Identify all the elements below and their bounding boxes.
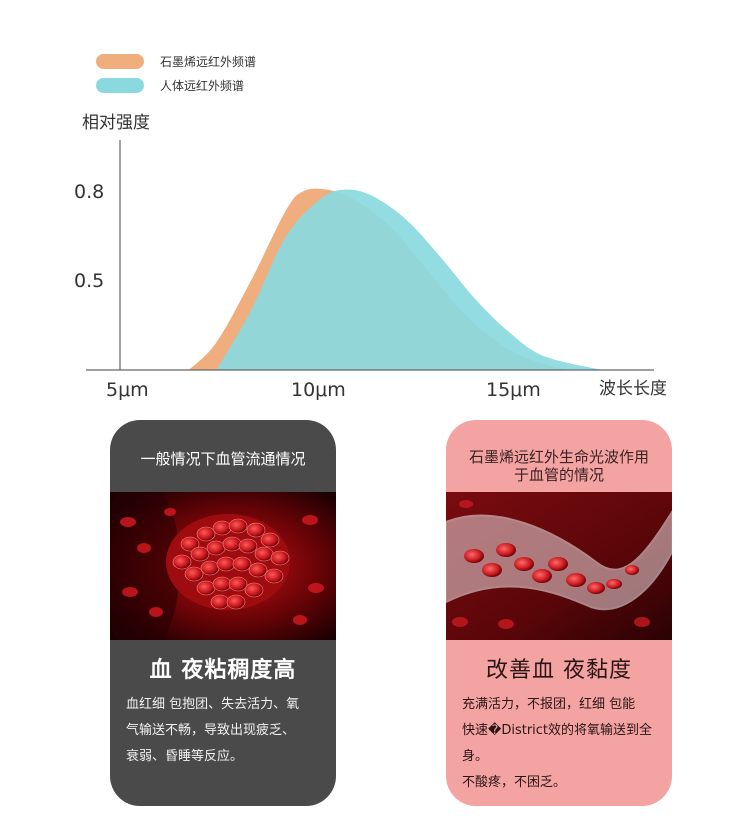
x-axis-label: 波长长度 [599, 379, 667, 399]
blood-vessel-image [446, 492, 672, 640]
legend-swatch-graphene [96, 54, 144, 69]
card-body-normal: 血红细 包抱团、失去活力、氧 气输送不畅，导致出现疲乏、 衰弱、昏睡等反应。 [126, 692, 324, 770]
card-body-line: 不酸疼，不困乏。 [462, 775, 567, 790]
spectrum-chart: 石墨烯远红外频谱 人体远红外频谱 相对强度 波长长度 0.8 0.5 5μm 1… [74, 54, 667, 401]
x-tick-label-10um: 10μm [291, 379, 346, 401]
card-heading-improved-viscosity: 改善血 夜黏度 [486, 658, 632, 683]
y-tick-label-0.5: 0.5 [74, 270, 104, 292]
x-tick-label-15um: 15μm [486, 379, 541, 401]
card-title-normal: 一般情况下血管流通情况 [140, 450, 306, 468]
x-tick-label-5um: 5μm [106, 379, 149, 401]
card-heading-high-viscosity: 血 夜粘稠度高 [149, 658, 297, 683]
card-body-line: 血红细 包抱团、失去活力、氧 [126, 697, 300, 712]
card-body-line: 气输送不畅，导致出现疲乏、 [126, 723, 296, 738]
y-axis-label: 相对强度 [82, 113, 150, 133]
legend-swatch-human [96, 78, 144, 93]
series-area-human [216, 189, 603, 370]
blood-flow-improved-card: 石墨烯远红外生命光波作用 于血管的情况 [446, 420, 672, 806]
card-body-line: 充满活力，不报团，红细 包能 [462, 697, 636, 712]
card-body-improved: 充满活力，不报团，红细 包能 快速�District效的将氧输送到全身。 不酸疼… [462, 692, 660, 796]
legend-label-human: 人体远红外频谱 [160, 78, 244, 93]
card-body-line: 衰弱、昏睡等反应。 [126, 749, 244, 764]
blood-clot-image [110, 492, 336, 640]
y-tick-label-0.8: 0.8 [74, 181, 104, 203]
legend-label-graphene: 石墨烯远红外频谱 [160, 54, 256, 69]
series-layer [188, 188, 603, 370]
card-body-line: 快速�District效的将氧输送到全身。 [462, 723, 653, 764]
card-title-improved: 石墨烯远红外生命光波作用 于血管的情况 [446, 448, 672, 484]
chart-legend: 石墨烯远红外频谱 人体远红外频谱 [96, 54, 256, 93]
card-title-line: 石墨烯远红外生命光波作用 [468, 448, 649, 466]
blood-flow-normal-card: 一般情况下血管流通情况 [110, 420, 336, 806]
card-title-line: 于血管的情况 [513, 466, 604, 484]
